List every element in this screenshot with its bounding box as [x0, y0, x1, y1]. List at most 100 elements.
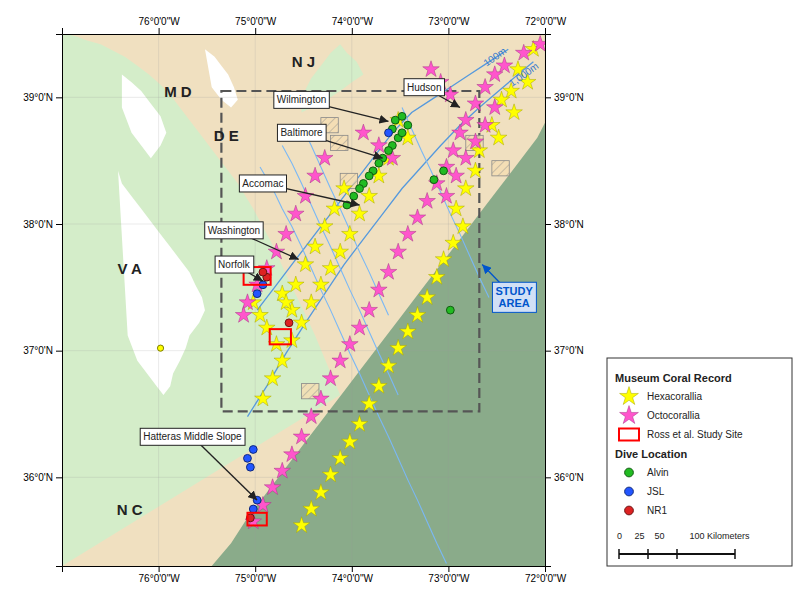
point: [486, 99, 503, 115]
point: [448, 167, 465, 183]
point: [390, 243, 407, 259]
canyon-label-text: Hudson: [407, 82, 441, 93]
point: [351, 415, 368, 431]
tick-mark: [545, 97, 551, 98]
y-axis: 36°0'N37°0'N38°0'N39°0'N: [23, 35, 62, 567]
axis-line: [546, 35, 552, 567]
tick-mark: [56, 477, 62, 478]
tick-label: 74°0'0"W: [332, 16, 374, 27]
tick: 37°0'N: [23, 345, 62, 356]
tick: 72°0'0"W: [525, 16, 567, 34]
map-chart: 76°0'0"W 75°0'0"W 74°0'0"W 73°0'0"W 72°0'0"W…: [0, 0, 800, 600]
canyon-label: Hudson: [404, 79, 460, 108]
point: [361, 301, 378, 317]
state-label: M D: [164, 83, 192, 100]
point: [322, 466, 339, 482]
legend-box: [607, 358, 792, 566]
point: [398, 129, 406, 137]
canyon-label: Baltimore: [277, 124, 382, 158]
point: [246, 463, 254, 471]
series: [235, 35, 545, 528]
point: [385, 147, 393, 155]
study-area-label: STUDYAREA: [482, 265, 536, 313]
tick-mark: [159, 28, 160, 34]
point: [435, 251, 452, 267]
point: [274, 462, 291, 478]
point: [446, 306, 454, 314]
tick: 75°0'0"W: [235, 566, 277, 584]
point: [259, 319, 276, 335]
region-box: [247, 513, 266, 526]
tick-mark: [255, 566, 256, 572]
point: [365, 172, 373, 180]
legend-symbol: [625, 506, 634, 515]
point: [429, 268, 446, 284]
depth-contour: [247, 62, 533, 417]
area: [118, 171, 205, 395]
tick-label: 76°0'0"W: [139, 573, 181, 584]
legend-symbol: [625, 487, 634, 496]
point: [336, 180, 353, 196]
point: [297, 256, 314, 272]
point: [342, 225, 359, 241]
tick-mark: [545, 477, 551, 478]
point: [371, 377, 388, 393]
area: [62, 34, 340, 566]
point: [235, 306, 252, 322]
depth-label: 1,000m: [507, 60, 541, 88]
point: [157, 345, 163, 351]
axis-line: [63, 28, 546, 35]
scale-bar-label: 0 25 50 100 Kilometers: [617, 531, 750, 541]
annotation-box: [215, 256, 254, 273]
background: [62, 34, 545, 566]
point: [253, 290, 261, 298]
state-label: N J: [292, 53, 315, 70]
tick: 39°0'N: [545, 92, 584, 103]
point: [332, 450, 349, 466]
point: [287, 205, 304, 221]
point: [303, 294, 320, 310]
point: [419, 192, 436, 208]
point: [355, 124, 372, 140]
tick-label: 75°0'0"W: [235, 573, 277, 584]
tick-label: 38°0'N: [554, 219, 584, 230]
tick-label: 72°0'0"W: [525, 16, 567, 27]
point: [239, 294, 256, 310]
tick: 73°0'0"W: [428, 16, 470, 34]
canyon-label-text: Hatteras Middle Slope: [143, 431, 242, 442]
canyon-channel: [282, 145, 398, 395]
grid-line: [158, 34, 159, 566]
point: [467, 95, 484, 111]
region-box: [270, 329, 291, 344]
legend-label: NR1: [647, 505, 667, 516]
series: [157, 345, 163, 351]
grid-line: [448, 34, 449, 566]
tick-label: 73°0'0"W: [428, 573, 470, 584]
annotation-box: [404, 79, 444, 96]
tick: 74°0'0"W: [332, 566, 374, 584]
annotation-box: [274, 91, 329, 108]
annotations: 100m1,000mM DN JD EV AN CWilmingtonHudso…: [117, 45, 541, 517]
point: [409, 209, 426, 225]
tick: 76°0'0"W: [139, 566, 181, 584]
point: [361, 395, 378, 411]
point: [371, 281, 388, 297]
y-axis-right: 36°0'N37°0'N38°0'N39°0'N: [545, 35, 584, 567]
series: [246, 268, 292, 522]
point: [332, 352, 349, 368]
point: [313, 276, 330, 292]
tick-label: 75°0'0"W: [235, 16, 277, 27]
point: [278, 225, 295, 241]
point: [342, 336, 359, 352]
tick-mark: [159, 566, 160, 572]
point: [486, 66, 503, 82]
state-label: V A: [117, 260, 142, 277]
point: [350, 192, 358, 200]
point: [259, 268, 267, 276]
point: [351, 205, 368, 221]
axis-line: [63, 567, 546, 573]
point: [293, 517, 310, 533]
tick-label: 36°0'N: [554, 472, 584, 483]
tick-mark: [448, 566, 449, 572]
legend-title: Dive Location: [615, 448, 687, 460]
